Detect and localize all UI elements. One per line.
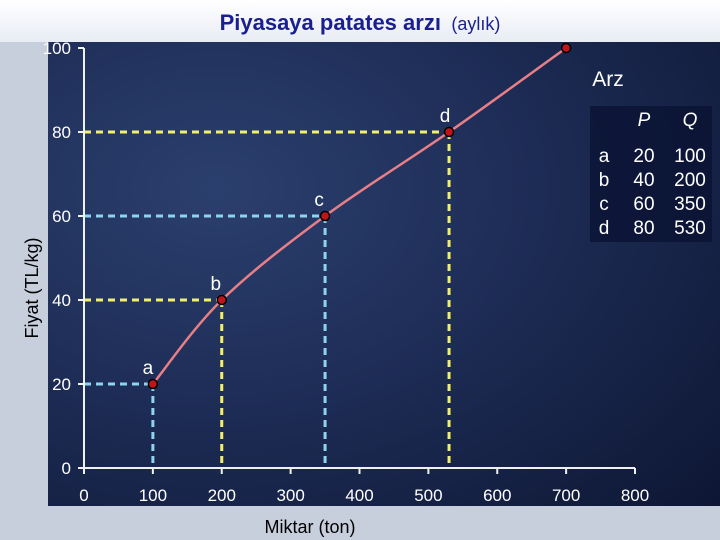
table-cell: 530 <box>674 218 706 239</box>
table-cell: 60 <box>633 194 654 215</box>
table-cell: 100 <box>674 146 706 167</box>
title-banner <box>0 0 720 42</box>
x-tick-label: 800 <box>621 486 649 505</box>
y-tick-label: 20 <box>52 375 71 394</box>
x-tick-label: 500 <box>414 486 442 505</box>
y-axis-label: Fiyat (TL/kg) <box>22 237 42 338</box>
point-label-c: c <box>314 190 324 211</box>
supply-curve <box>151 46 567 385</box>
table-cell: c <box>599 194 609 215</box>
y-tick-label: 40 <box>52 291 71 310</box>
table-cell: 80 <box>633 218 654 239</box>
y-tick-label: 60 <box>52 207 71 226</box>
table-cell: a <box>599 146 610 167</box>
data-point <box>216 294 227 306</box>
x-tick-label: 100 <box>139 486 167 505</box>
x-tick-label: 0 <box>79 486 88 505</box>
data-points: a b c d <box>143 42 572 390</box>
x-tick-label: 200 <box>208 486 236 505</box>
table-header: P <box>638 110 651 131</box>
data-point <box>147 378 159 390</box>
data-point <box>443 126 455 138</box>
x-tick-label: 600 <box>483 486 511 505</box>
x-tick-label: 700 <box>552 486 580 505</box>
guide-lines <box>84 130 451 468</box>
table-cell: 350 <box>674 194 706 215</box>
table-header: Q <box>683 110 698 131</box>
axes <box>78 47 636 474</box>
bottom-strip <box>0 506 720 540</box>
table-background <box>590 106 712 242</box>
point-label-d: d <box>440 106 451 127</box>
table-cell: 20 <box>633 146 654 167</box>
left-strip <box>0 42 48 540</box>
table-cell: d <box>599 218 610 239</box>
y-tick-label: 100 <box>43 39 71 58</box>
x-axis-label: Miktar (ton) <box>264 517 355 537</box>
table-cell: b <box>599 170 610 191</box>
series-label-arz: Arz <box>592 68 624 91</box>
table-cell: 200 <box>674 170 706 191</box>
y-tick-label: 80 <box>52 123 71 142</box>
tick-labels: 0 100 200 300 400 500 600 700 800 0 20 40 60 80 100 <box>43 39 650 505</box>
point-label-a: a <box>143 358 154 379</box>
point-label-b: b <box>210 274 221 295</box>
data-point <box>560 42 572 54</box>
supply-curve-group <box>151 46 567 385</box>
x-tick-label: 300 <box>276 486 304 505</box>
x-tick-label: 400 <box>345 486 373 505</box>
chart-title: Piyasaya patates arzı (aylık) <box>220 10 501 35</box>
data-point <box>319 210 331 222</box>
table-cell: 40 <box>633 170 654 191</box>
price-quantity-table: P Qa 20 100 b 40 200 c 60 350 d 80 530 <box>590 106 712 242</box>
y-tick-label: 0 <box>62 459 71 478</box>
